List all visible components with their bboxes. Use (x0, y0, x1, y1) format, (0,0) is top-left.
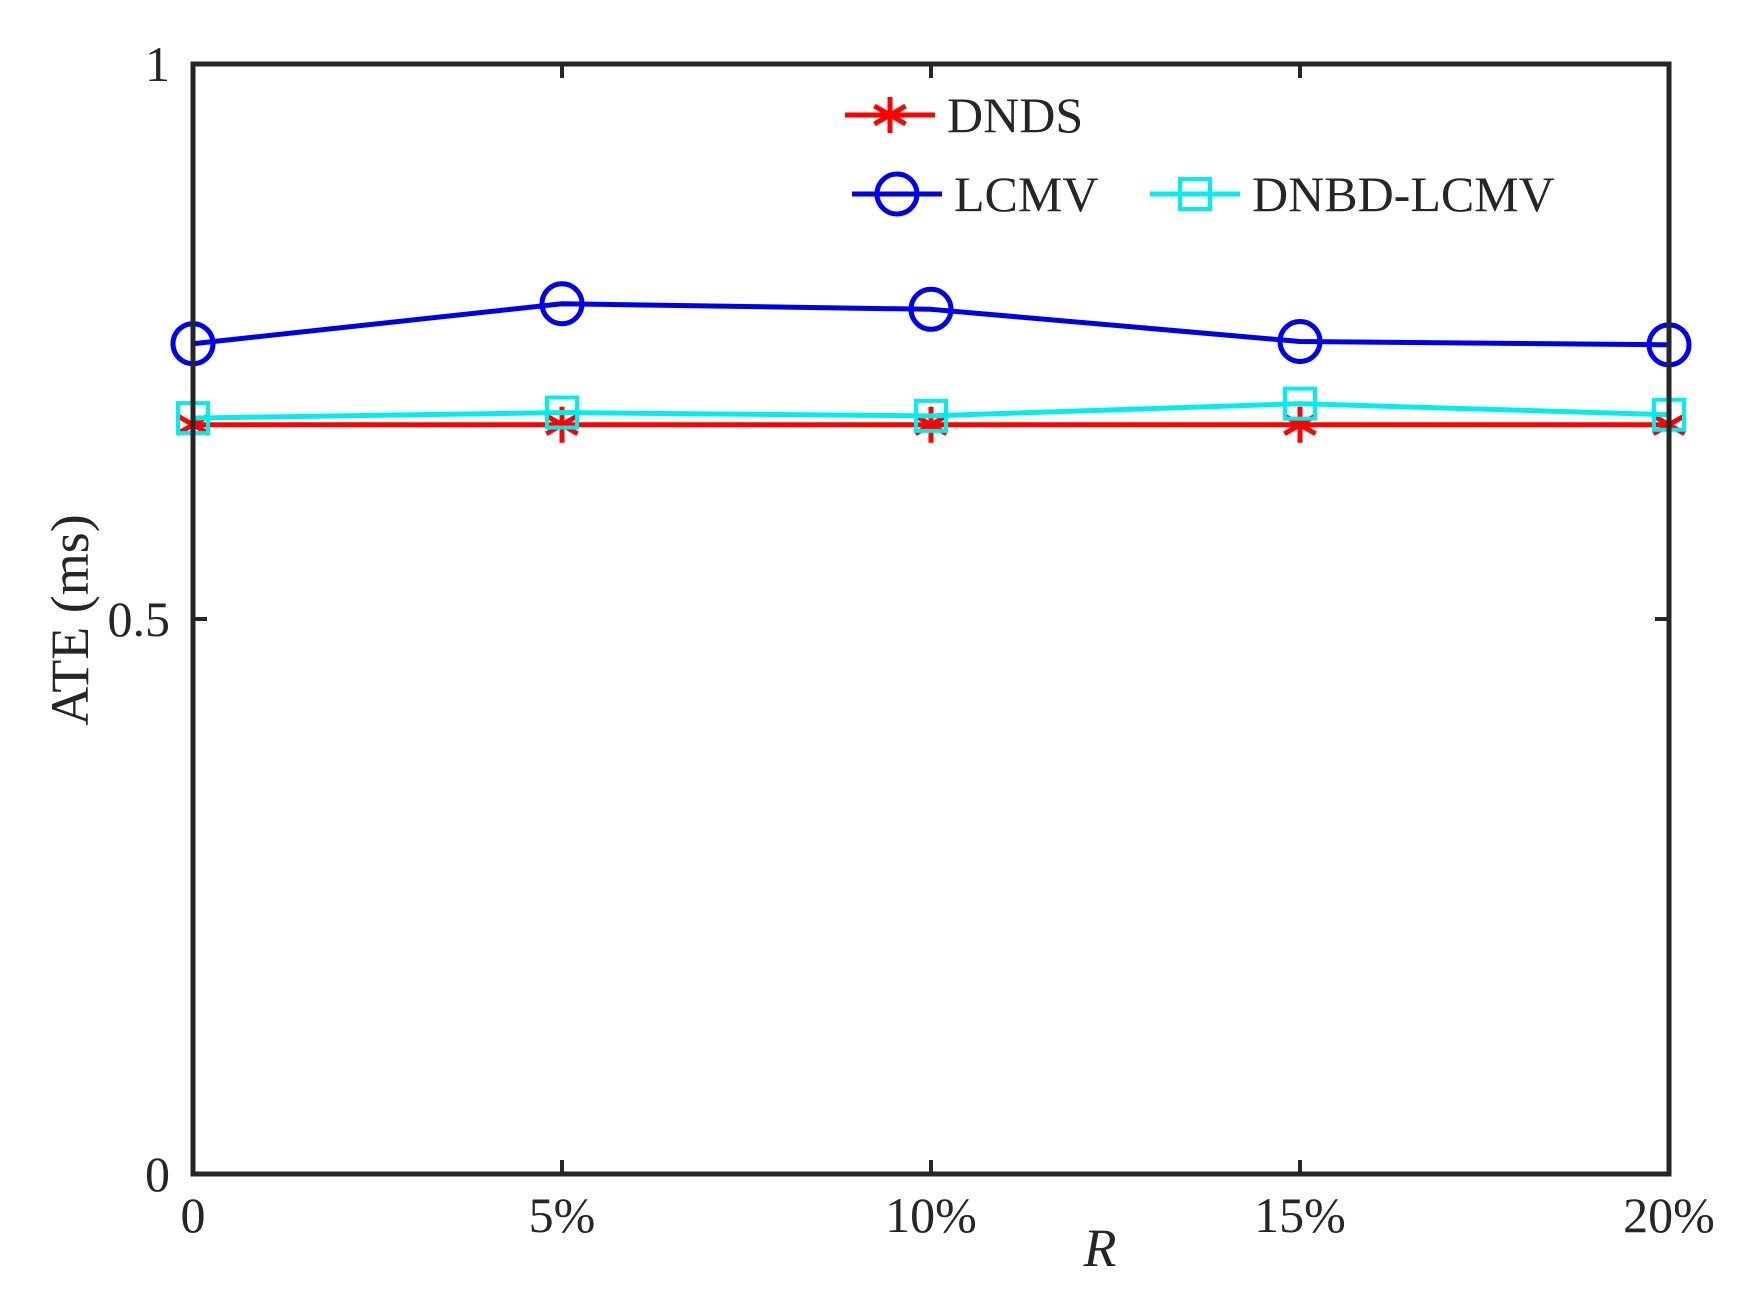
legend-label: LCMV (954, 166, 1098, 222)
x-axis-title: R (1083, 1218, 1117, 1278)
square-marker (914, 398, 948, 433)
circle-marker (908, 286, 954, 332)
legend-item-dnds: DNDS (845, 87, 1083, 143)
legend: DNDS LCMV DNBD-LCMV (845, 87, 1555, 222)
series-layer (170, 281, 1692, 443)
x-tick-label: 0 (181, 1187, 206, 1243)
circle-marker (539, 281, 585, 327)
series-line (192, 301, 1670, 348)
legend-item-lcmv: LCMV (852, 166, 1098, 222)
asterisk-stroke (545, 413, 579, 436)
legend-item-dnbd-lcmv: DNBD-LCMV (1150, 166, 1555, 222)
y-tick-label: 1 (145, 36, 170, 92)
series-line (192, 401, 1670, 421)
legend-label: DNBD-LCMV (1252, 166, 1555, 222)
x-tick-label: 5% (529, 1187, 596, 1243)
y-axis-title: ATE (ms) (40, 514, 100, 725)
tick-layer: 0 5% 10% 15% 20% 0 0.5 1 (108, 36, 1715, 1243)
legend-label: DNDS (947, 87, 1083, 143)
square-marker (545, 395, 579, 430)
circle-marker (874, 171, 920, 217)
square-marker (1178, 177, 1212, 211)
x-tick-label: 15% (1254, 1187, 1346, 1243)
x-tick-label: 20% (1623, 1187, 1715, 1243)
x-tick-label: 10% (885, 1187, 977, 1243)
circle-marker (1277, 319, 1323, 364)
asterisk-marker (873, 97, 907, 133)
square-marker (1283, 386, 1317, 421)
y-tick-label: 0.5 (108, 591, 171, 647)
y-tick-label: 0 (145, 1146, 170, 1202)
asterisk-stroke (873, 103, 907, 127)
